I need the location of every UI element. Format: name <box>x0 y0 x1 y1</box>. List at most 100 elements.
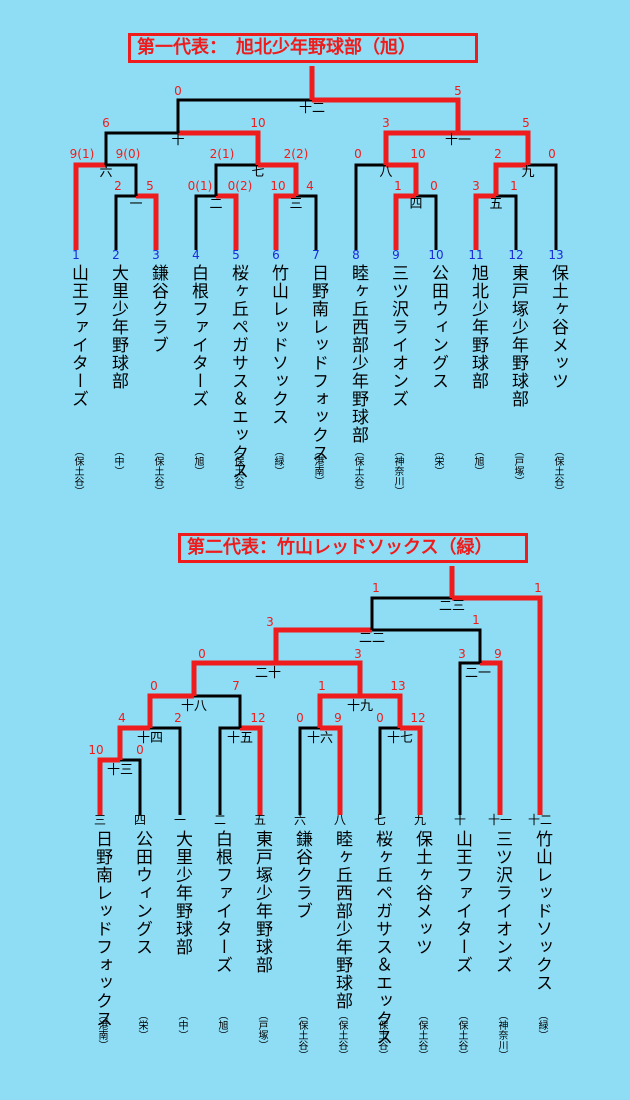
game-number: 八 <box>379 165 392 180</box>
seed-number: 七 <box>374 813 386 827</box>
branch <box>194 694 242 728</box>
game-number: 三 <box>289 197 302 212</box>
game-number: 十三 <box>107 763 133 778</box>
team-name: 日野南レッドフォックス <box>92 830 112 1028</box>
score: 13 <box>390 679 405 693</box>
branch <box>372 628 482 663</box>
team-area: （保土谷） <box>152 446 163 496</box>
seed-number: 9 <box>392 248 400 262</box>
score: 1 <box>372 581 380 595</box>
team-area: （保土谷） <box>376 1010 387 1060</box>
branch <box>416 194 438 250</box>
seed-number: 5 <box>232 248 240 262</box>
score: 10 <box>410 147 425 161</box>
branch-win <box>320 725 343 815</box>
score: 3 <box>472 179 480 193</box>
score: 3 <box>266 615 274 629</box>
team-area: （保土谷） <box>296 1010 307 1060</box>
score: 0(1) <box>188 179 213 193</box>
score: 5 <box>522 116 530 130</box>
team-area: （港南） <box>96 1010 107 1050</box>
seed-number: 12 <box>508 248 523 262</box>
team-name: 日野南レッドフォックス <box>308 264 328 462</box>
score: 0 <box>174 84 182 98</box>
score: 0 <box>548 147 556 161</box>
branch-win <box>276 660 363 696</box>
seed-number: 8 <box>352 248 360 262</box>
team-area: （港南） <box>312 446 323 486</box>
game-number: 十八 <box>181 699 207 714</box>
score: 3 <box>354 647 362 661</box>
branch-win <box>97 757 120 815</box>
game-number: 二十 <box>255 666 281 681</box>
team-name: 桜ヶ丘ペガサス＆エックス <box>372 830 392 1046</box>
team-area: （旭） <box>192 446 203 476</box>
branch-win <box>273 627 372 663</box>
team-name: 公田ウィングス <box>428 264 448 390</box>
team-area: （中） <box>112 446 123 476</box>
game-number: 五 <box>489 197 502 212</box>
score: 0 <box>376 711 384 725</box>
team-area: （保土谷） <box>232 446 243 496</box>
game-number: 十五 <box>227 731 253 746</box>
team-area: （緑） <box>272 446 283 476</box>
score: 1 <box>510 179 518 193</box>
team-area: （戸塚） <box>256 1010 267 1050</box>
score: 9(0) <box>116 147 141 161</box>
score: 0 <box>296 711 304 725</box>
bracket2-title: 第二代表：竹山レッドソックス（緑） <box>178 533 528 563</box>
team-name: 旭北少年野球部 <box>468 264 488 390</box>
score: 0 <box>198 647 206 661</box>
branch-win <box>117 725 150 760</box>
team-area: （神奈川） <box>392 446 403 496</box>
score: 4 <box>306 179 314 193</box>
score: 5 <box>146 179 154 193</box>
score: 3 <box>458 647 466 661</box>
game-number: 十七 <box>387 731 413 746</box>
score: 1 <box>318 679 326 693</box>
game-number: 二二 <box>359 631 385 646</box>
score: 9 <box>334 711 342 725</box>
score: 12 <box>250 711 265 725</box>
seed-number: 十 <box>454 813 466 827</box>
score: 0 <box>150 679 158 693</box>
score: 2 <box>174 711 182 725</box>
seed-number: 一 <box>174 813 186 827</box>
team-area: （保土谷） <box>552 446 563 496</box>
seed-number: 八 <box>334 813 346 827</box>
score: 9 <box>494 647 502 661</box>
team-area: （栄） <box>136 1010 147 1040</box>
team-area: （保土谷） <box>72 446 83 496</box>
seed-number: 13 <box>548 248 563 262</box>
branch <box>194 194 216 250</box>
team-area: （旭） <box>216 1010 227 1040</box>
game-number: 十 <box>171 133 184 148</box>
team-area: （中） <box>176 1010 187 1040</box>
bracket1-title: 第一代表： 旭北少年野球部（旭） <box>128 33 478 63</box>
branch <box>370 596 452 630</box>
branch-win <box>383 130 458 165</box>
score: 2 <box>494 147 502 161</box>
game-number: 十九 <box>347 699 373 714</box>
branch <box>106 163 138 196</box>
seed-number: 十一 <box>488 813 512 827</box>
team-area: （保土谷） <box>336 1010 347 1060</box>
branch-win <box>258 162 299 196</box>
team-name: 三ツ沢ライオンズ <box>492 830 512 974</box>
team-name: 睦ヶ丘西部少年野球部 <box>332 830 352 1010</box>
score: 12 <box>410 711 425 725</box>
team-area: （緑） <box>536 1010 547 1040</box>
branch-win <box>136 193 159 250</box>
score: 1 <box>534 581 542 595</box>
seed-number: 7 <box>312 248 320 262</box>
branch-win <box>493 162 528 196</box>
branch <box>378 726 400 815</box>
branch-win <box>452 595 543 815</box>
seed-number: 二 <box>214 813 226 827</box>
score: 7 <box>232 679 240 693</box>
score: 4 <box>118 711 126 725</box>
game-number: 二三 <box>439 599 465 614</box>
branch-win <box>458 130 531 165</box>
game-number: 九 <box>521 165 534 180</box>
